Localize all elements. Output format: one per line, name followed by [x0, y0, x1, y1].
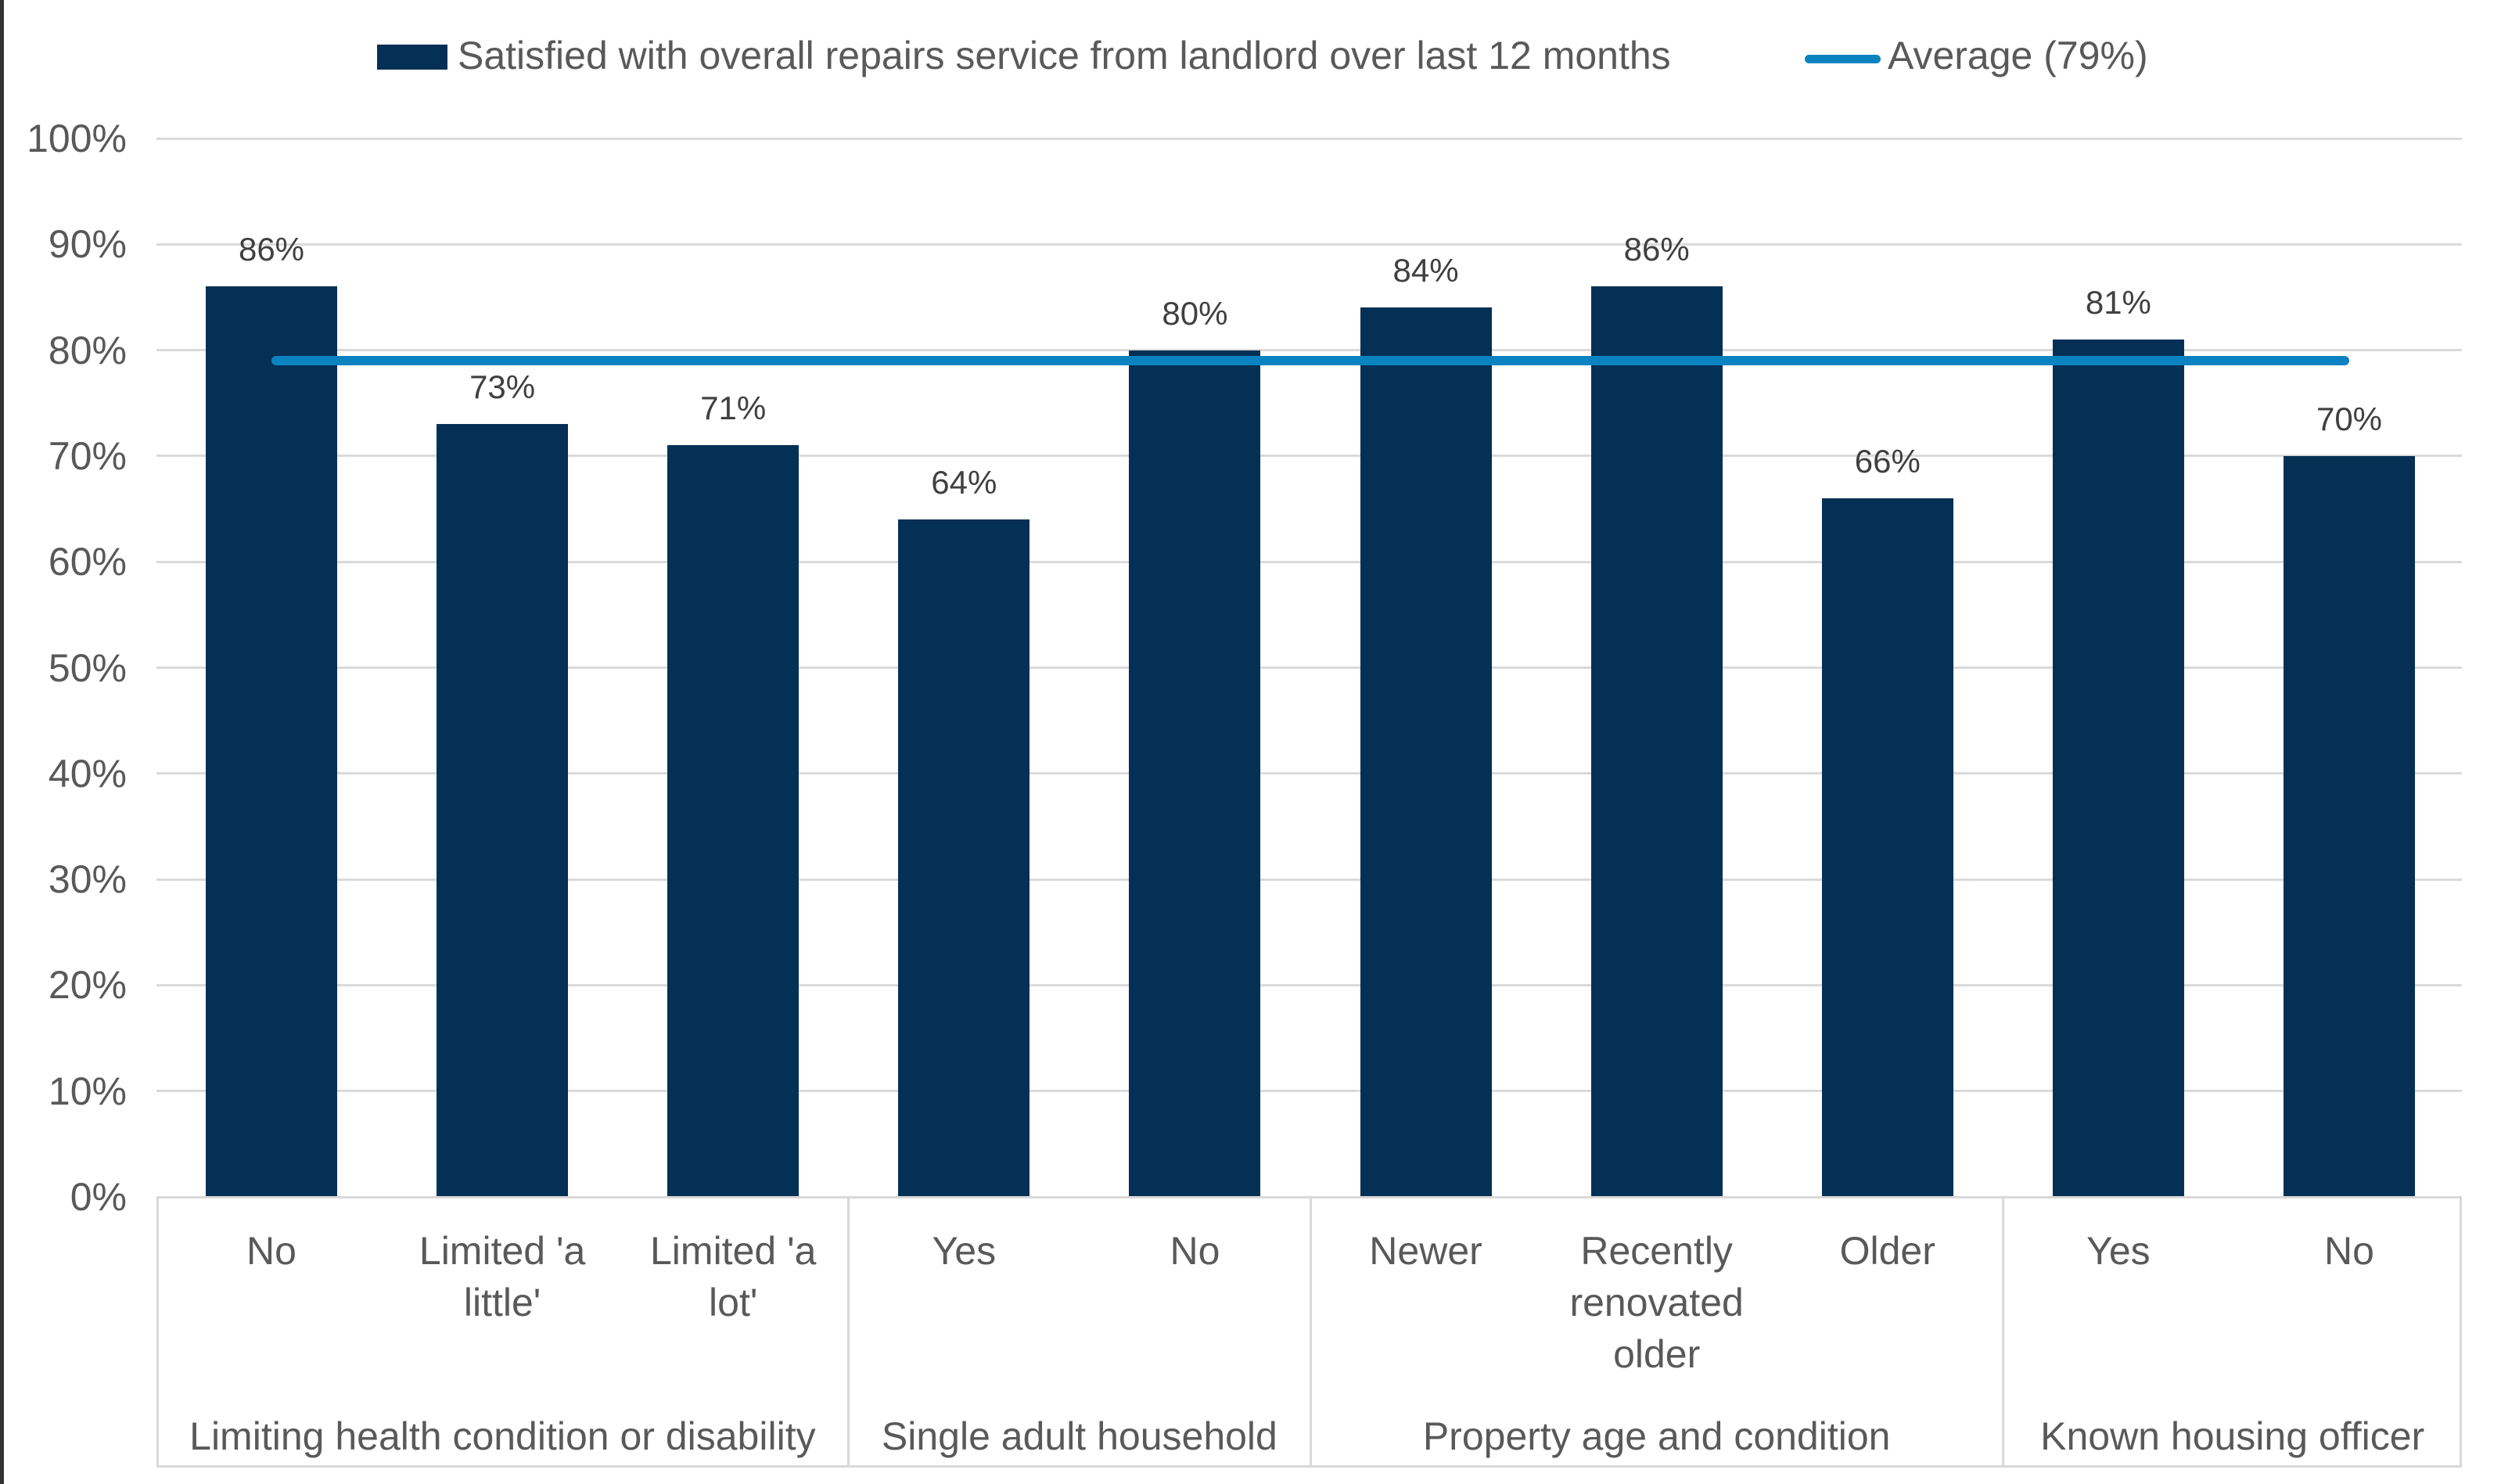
y-axis-tick-label: 100%	[27, 117, 127, 160]
average-line	[271, 356, 2349, 366]
gridline	[156, 983, 2462, 986]
legend-bar-label: Satisfied with overall repairs service f…	[458, 34, 1671, 77]
bar-value-label: 86%	[1623, 231, 1690, 268]
bar	[1590, 286, 1723, 1197]
gridline	[156, 349, 2462, 352]
gridline	[156, 1090, 2462, 1093]
group-divider	[847, 1197, 850, 1465]
gridline	[156, 137, 2462, 140]
bar	[206, 286, 337, 1197]
label-box-right-border	[2460, 1197, 2462, 1465]
bar	[667, 445, 800, 1197]
bar	[1129, 350, 1261, 1197]
bar	[1360, 307, 1492, 1197]
y-axis-tick-label: 30%	[48, 857, 127, 902]
bar-value-label: 86%	[238, 231, 305, 268]
bar-value-label: 64%	[931, 464, 997, 501]
group-divider	[2001, 1197, 2004, 1465]
gridline	[156, 772, 2462, 775]
legend-bar-swatch	[377, 45, 447, 70]
y-axis-tick-label: 80%	[48, 328, 127, 372]
bar-value-label: 66%	[1854, 443, 1921, 480]
y-axis-tick-label: 40%	[48, 751, 127, 796]
category-label: Limited 'a little'	[419, 1229, 586, 1324]
label-box-bottom-border	[156, 1465, 2462, 1468]
y-axis-tick-label: 60%	[48, 540, 127, 584]
category-label: Older	[1839, 1229, 1935, 1273]
gridline	[156, 243, 2462, 246]
category-label: No	[2324, 1229, 2374, 1273]
bar-value-label: 73%	[469, 368, 536, 406]
y-axis-tick-label: 0%	[70, 1175, 127, 1219]
category-label: No	[1170, 1229, 1220, 1273]
group-label: Limiting health condition or disability	[189, 1414, 816, 1458]
category-label: Newer	[1369, 1229, 1482, 1273]
bar-value-label: 80%	[1162, 294, 1228, 332]
category-label: Limited 'a lot'	[650, 1229, 817, 1324]
gridline	[156, 455, 2462, 458]
y-axis-tick-label: 50%	[48, 645, 127, 690]
group-label: Property age and condition	[1422, 1414, 1891, 1458]
bar	[1821, 498, 1953, 1197]
bar	[2284, 455, 2415, 1197]
bar-value-label: 70%	[2316, 400, 2383, 437]
category-label: No	[246, 1229, 296, 1273]
label-box-left-border	[156, 1197, 159, 1465]
group-label: Single adult household	[881, 1414, 1277, 1458]
category-label: Yes	[932, 1229, 997, 1273]
category-label: Recently renovated older	[1569, 1229, 1744, 1376]
legend-average-label: Average (79%)	[1888, 34, 2148, 77]
bar	[2052, 340, 2184, 1197]
y-axis-tick-label: 20%	[48, 963, 127, 1008]
gridline	[156, 878, 2462, 881]
bar-value-label: 71%	[700, 390, 767, 427]
group-divider	[1309, 1197, 1312, 1465]
bar-value-label: 84%	[1392, 252, 1459, 289]
bar	[437, 424, 569, 1197]
bar	[898, 519, 1030, 1197]
category-label: Yes	[2086, 1229, 2151, 1273]
window-left-edge	[0, 0, 4, 1484]
gridline	[156, 560, 2462, 563]
legend-line-swatch	[1805, 55, 1881, 63]
bar-value-label: 81%	[2085, 284, 2151, 322]
y-axis-tick-label: 10%	[48, 1069, 127, 1113]
y-axis-tick-label: 70%	[48, 433, 127, 478]
gridline	[156, 667, 2462, 669]
y-axis-tick-label: 90%	[48, 222, 127, 267]
group-label: Known housing officer	[2040, 1414, 2425, 1458]
